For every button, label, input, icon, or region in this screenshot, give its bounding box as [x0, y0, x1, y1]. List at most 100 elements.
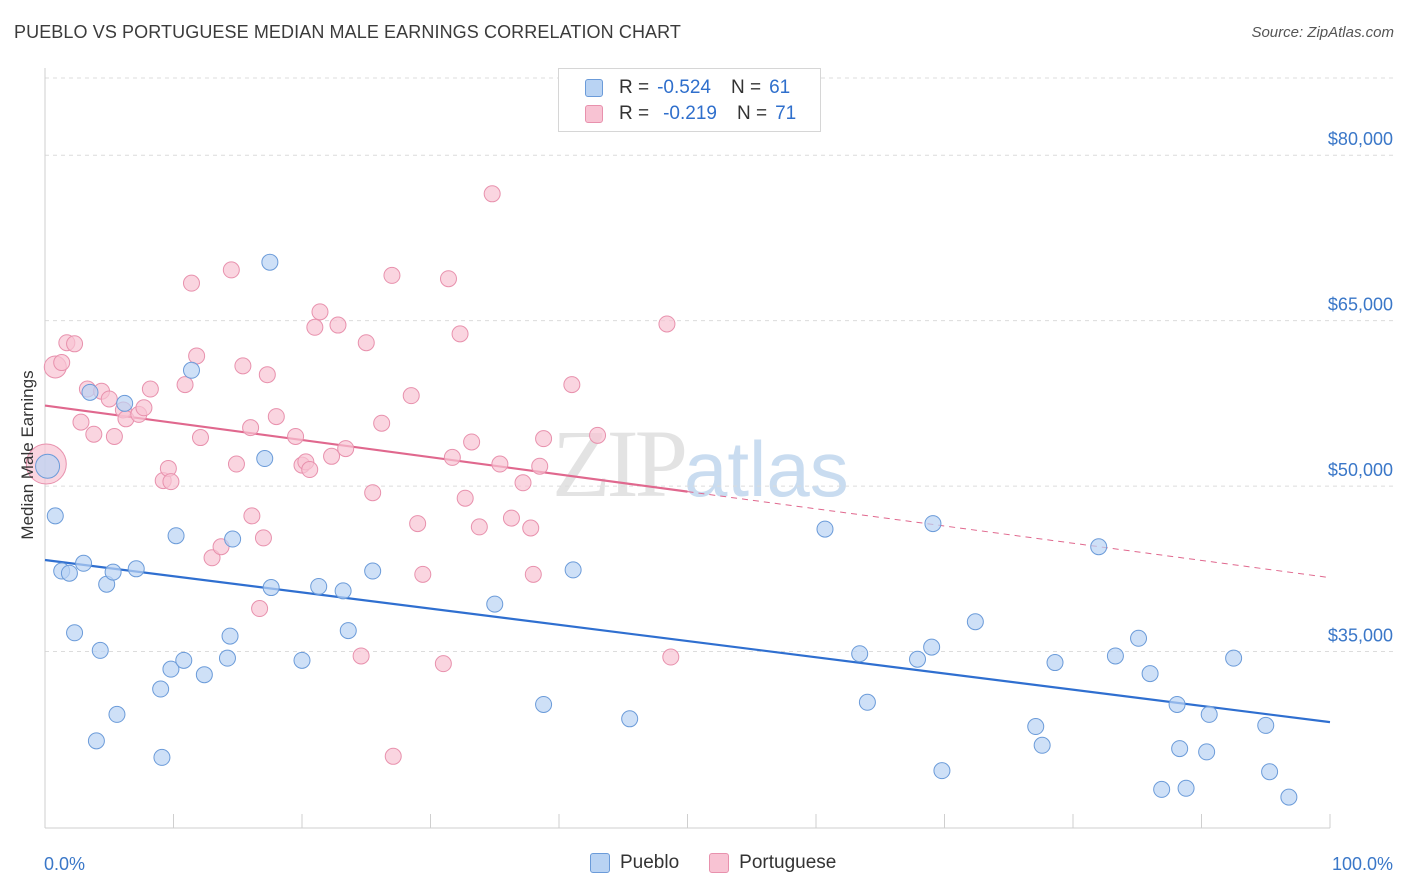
portuguese-point [357, 334, 375, 352]
pueblo-point [364, 562, 382, 580]
pueblo-point [218, 649, 236, 667]
data-points [25, 185, 1298, 806]
pueblo-point [1033, 736, 1051, 754]
pueblo-point [153, 748, 171, 766]
portuguese-point [227, 455, 245, 473]
legend-row-portuguese: R = -0.219 N = 71 [585, 102, 796, 126]
portuguese-trend-extension [687, 491, 1331, 579]
legend-item-portuguese[interactable]: Portuguese [709, 852, 836, 874]
portuguese-point [524, 565, 542, 583]
pueblo-point [1027, 718, 1045, 736]
portuguese-point [414, 565, 432, 583]
pueblo-point [256, 450, 274, 468]
pueblo-point [310, 577, 328, 595]
portuguese-point [337, 440, 355, 458]
portuguese-point [384, 747, 402, 765]
portuguese-point [563, 376, 581, 394]
n-label: N = [730, 77, 762, 98]
portuguese-point [100, 390, 118, 408]
n-value: 71 [775, 103, 797, 124]
portuguese-point [191, 429, 209, 447]
x-tick-label: 0.0% [44, 854, 85, 874]
portuguese-point [135, 399, 153, 417]
pueblo-point [182, 361, 200, 379]
pueblo-point [81, 383, 99, 401]
pueblo-point [167, 527, 185, 545]
pueblo-point [1177, 779, 1195, 797]
portuguese-point [439, 270, 457, 288]
pueblo-swatch [590, 853, 610, 873]
portuguese-point [364, 484, 382, 502]
pueblo-point [152, 680, 170, 698]
pueblo-point [621, 710, 639, 728]
pueblo-point [66, 624, 84, 642]
pueblo-point [75, 554, 93, 572]
portuguese-point [287, 427, 305, 445]
legend-label-portuguese: Portuguese [739, 852, 837, 873]
pueblo-point [162, 660, 180, 678]
pueblo-point [91, 641, 109, 659]
pueblo-point [339, 622, 357, 640]
portuguese-point [463, 433, 481, 451]
pueblo-point [1046, 654, 1064, 672]
trend-lines [44, 404, 1331, 724]
n-value: 61 [769, 77, 791, 98]
portuguese-point [451, 325, 469, 343]
x-tick-label: 100.0% [1332, 854, 1393, 874]
pueblo-trend-line [44, 558, 1331, 724]
legend-row-pueblo: R = -0.524 N = 61 [585, 76, 790, 100]
pueblo-point [858, 693, 876, 711]
chart-title: PUEBLO VS PORTUGUESE MEDIAN MALE EARNING… [14, 22, 682, 42]
portuguese-point [306, 318, 324, 336]
portuguese-point [242, 419, 260, 437]
portuguese-point [66, 335, 84, 353]
series-legend: Pueblo Portuguese [590, 852, 866, 874]
pueblo-point [923, 638, 941, 656]
portuguese-point [483, 185, 501, 203]
y-tick-label: $35,000 [1328, 626, 1393, 646]
pueblo-point [224, 530, 242, 548]
portuguese-point [72, 413, 90, 431]
portuguese-point [243, 507, 261, 525]
portuguese-point [662, 648, 680, 666]
r-value: -0.219 [663, 103, 717, 124]
source-credit: Source: ZipAtlas.com [1251, 24, 1394, 41]
pueblo-point [35, 453, 61, 479]
pueblo-point [1106, 647, 1124, 665]
portuguese-point [53, 354, 71, 372]
pueblo-point [87, 732, 105, 750]
portuguese-point [383, 266, 401, 284]
portuguese-point [188, 347, 206, 365]
axes [44, 68, 1331, 829]
portuguese-point [234, 357, 252, 375]
portuguese-point [409, 515, 427, 533]
legend-item-pueblo[interactable]: Pueblo [590, 852, 679, 874]
y-tick-label: $65,000 [1328, 295, 1393, 315]
pueblo-point [60, 564, 78, 582]
portuguese-point [267, 408, 285, 426]
pueblo-point [1090, 538, 1108, 556]
portuguese-point [535, 430, 553, 448]
pueblo-point [108, 705, 126, 723]
pueblo-point [486, 595, 504, 613]
portuguese-point [522, 519, 540, 537]
portuguese-point [531, 457, 549, 475]
portuguese-point [352, 647, 370, 665]
portuguese-point [258, 366, 276, 384]
portuguese-point [141, 380, 159, 398]
r-label: R = [619, 77, 650, 98]
portuguese-point [502, 509, 520, 527]
portuguese-swatch [585, 105, 603, 123]
pueblo-point [116, 394, 134, 412]
pueblo-point [261, 253, 279, 271]
pueblo-point [175, 651, 193, 669]
portuguese-point [311, 303, 329, 321]
portuguese-point [222, 261, 240, 279]
pueblo-point [334, 582, 352, 600]
portuguese-point [658, 315, 676, 333]
correlation-legend: R = -0.524 N = 61 R = -0.219 N = 71 [558, 68, 821, 132]
portuguese-swatch [709, 853, 730, 873]
watermark: ZIPatlas [552, 408, 849, 519]
pueblo-point [816, 520, 834, 538]
